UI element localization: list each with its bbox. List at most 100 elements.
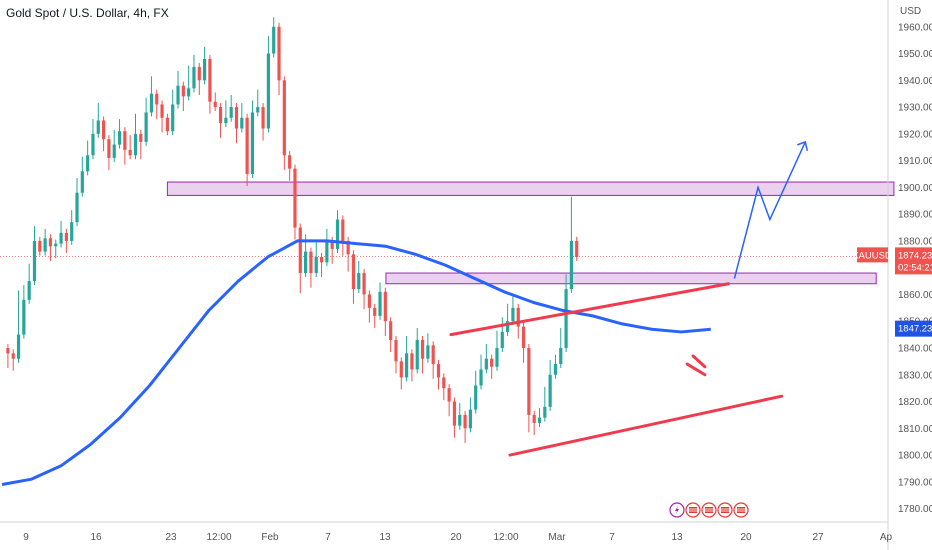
candle-body <box>187 88 191 97</box>
candle-body <box>171 104 175 132</box>
candle-body <box>495 348 499 367</box>
candle-body <box>27 281 31 300</box>
y-tick-label: 1820.00 <box>898 397 932 408</box>
x-tick-label: 13 <box>671 532 683 543</box>
y-tick-label: 1860.00 <box>898 290 932 301</box>
x-tick-label: 7 <box>609 532 615 543</box>
event-badges[interactable] <box>669 502 749 518</box>
candle-body <box>32 240 37 282</box>
candle-body <box>304 251 308 274</box>
candle-body <box>59 232 63 244</box>
last-price-badge <box>895 247 932 275</box>
candle-body <box>123 131 127 150</box>
candle-body <box>389 321 393 340</box>
candle-body <box>112 144 116 158</box>
candle-body <box>11 353 15 359</box>
candle-body <box>70 222 74 241</box>
x-tick-label: 12:00 <box>206 532 231 543</box>
candle-body <box>266 53 270 129</box>
flag-icon <box>733 502 749 518</box>
currency-label: USD <box>900 6 922 17</box>
x-tick-label: Feb <box>261 532 279 543</box>
candle-body <box>537 417 542 423</box>
candle-body <box>309 251 313 274</box>
candle-body <box>410 353 414 370</box>
ma-price-text: 1847.23 <box>898 324 932 335</box>
candle-body <box>128 149 132 156</box>
x-tick-label: Ap <box>880 532 893 543</box>
candle-body <box>351 254 356 290</box>
trendline <box>449 282 731 337</box>
candle-body <box>420 339 425 359</box>
candle-body <box>362 273 366 295</box>
flag-glyph <box>737 507 745 513</box>
candle-body <box>261 107 265 129</box>
candle-body <box>463 414 467 429</box>
lower-zone <box>385 272 877 285</box>
x-tick-label: 9 <box>23 532 29 543</box>
candle-body <box>357 273 361 290</box>
y-tick-label: 1930.00 <box>898 103 932 114</box>
candle-body <box>314 256 318 274</box>
countdown-text: 02:54:21 <box>898 262 932 273</box>
candle-body <box>176 85 180 105</box>
zones <box>0 181 895 285</box>
x-tick-label: 13 <box>379 532 391 543</box>
candle-body <box>415 339 419 370</box>
candle-body <box>80 171 84 193</box>
candles <box>6 17 579 444</box>
candle-body <box>155 93 159 105</box>
candle-body <box>117 131 122 145</box>
upper-zone <box>166 181 895 196</box>
candle-body <box>107 139 111 158</box>
candle-body <box>54 243 58 247</box>
candle-body <box>325 240 329 263</box>
x-tick-label: 20 <box>450 532 462 543</box>
candle-body <box>293 168 297 228</box>
lightning-icon <box>669 502 685 518</box>
last-price-text: 1874.23 <box>898 250 932 261</box>
candle-body <box>144 112 148 142</box>
candle-body <box>399 361 403 378</box>
candle-body <box>330 240 334 249</box>
candle-body <box>16 334 21 359</box>
y-tick-label: 1900.00 <box>898 183 932 194</box>
candle-body <box>373 307 377 316</box>
candle-body <box>559 348 563 365</box>
candle-body <box>436 364 441 378</box>
candle-body <box>250 112 255 174</box>
candle-body <box>6 348 10 354</box>
candle-body <box>64 232 68 241</box>
projection-path <box>733 141 806 279</box>
candle-body <box>101 120 106 140</box>
candle-body <box>367 294 371 308</box>
candle-body <box>288 155 292 169</box>
y-tick-label: 1920.00 <box>898 129 932 140</box>
candle-body <box>378 291 382 316</box>
flag-icon <box>685 502 701 518</box>
moving-average <box>1 239 711 486</box>
candle-body <box>202 58 207 81</box>
x-tick-label: 27 <box>812 532 824 543</box>
y-tick-label: 1940.00 <box>898 76 932 87</box>
candle-body <box>575 240 579 257</box>
y-tick-label: 1810.00 <box>898 424 932 435</box>
y-tick-label: 1890.00 <box>898 210 932 221</box>
candle-body <box>96 120 100 134</box>
candle-body <box>234 107 239 129</box>
projection-arrowhead <box>797 140 809 152</box>
candle-body <box>218 107 223 124</box>
y-tick-label: 1780.00 <box>898 504 932 515</box>
candle-body <box>569 240 574 290</box>
candle-body <box>22 299 26 335</box>
candle-body <box>160 104 164 118</box>
candle-body <box>91 133 95 156</box>
chart-title: Gold Spot / U.S. Dollar, 4h, FX <box>6 6 169 20</box>
candle-body <box>165 117 169 132</box>
lightning-glyph <box>675 506 679 514</box>
candle-body <box>256 107 260 113</box>
candle-body <box>208 58 212 102</box>
candle-body <box>245 117 249 174</box>
